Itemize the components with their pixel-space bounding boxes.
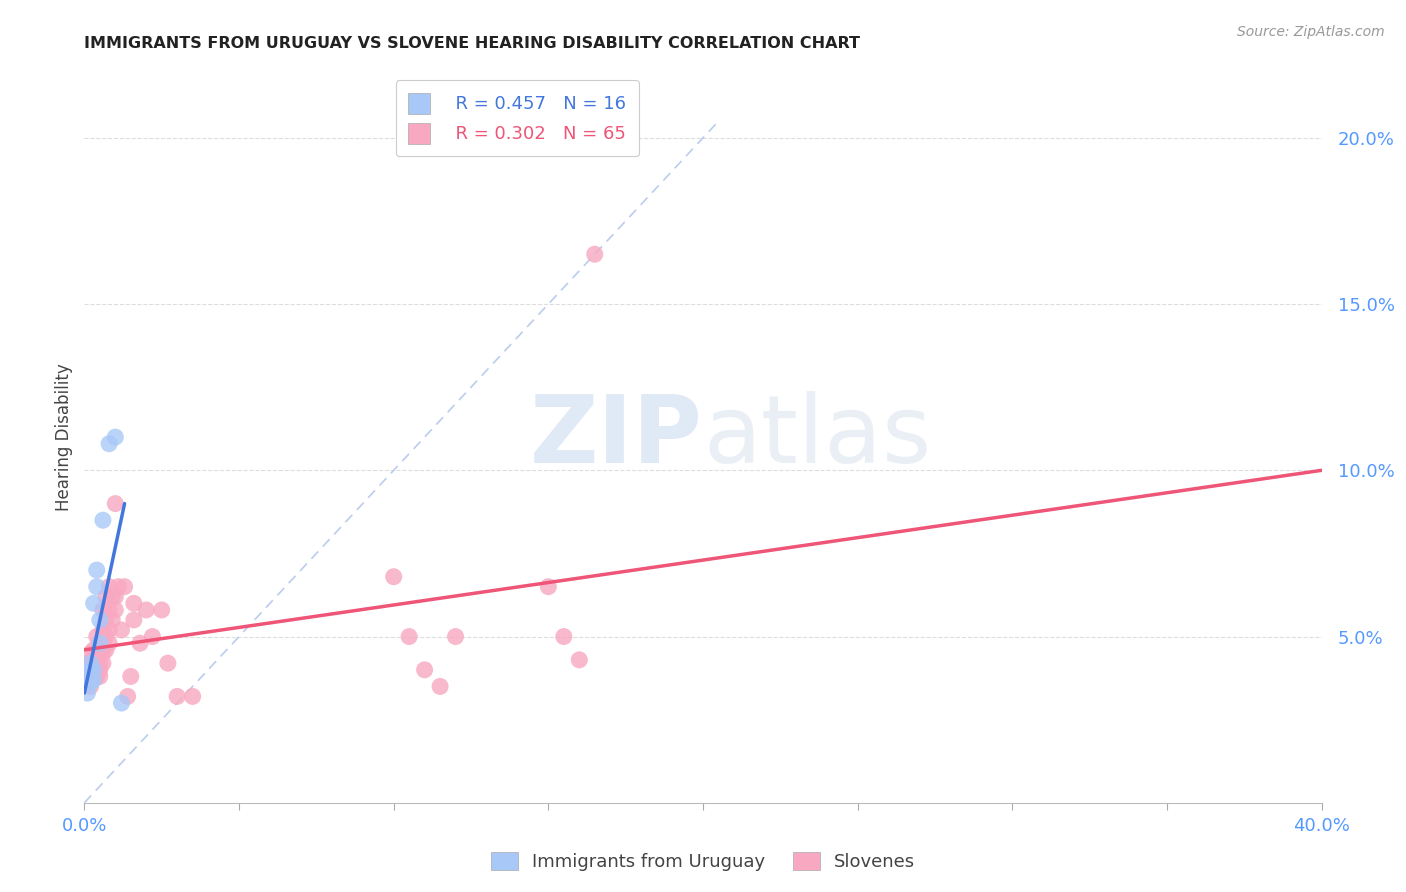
Point (94, 590, 117, 604)
Point (86, 656, 108, 670)
Point (83, 669, 105, 683)
Point (86, 669, 108, 683)
Point (79, 680, 101, 694)
Point (398, 630, 420, 644)
Y-axis label: Hearing Disability: Hearing Disability (55, 363, 73, 511)
Point (181, 690, 204, 704)
Point (91, 656, 114, 670)
Point (583, 247, 606, 261)
Point (120, 669, 142, 683)
Point (89, 669, 111, 683)
Point (76, 663, 98, 677)
Point (98, 623, 121, 637)
Point (79, 663, 101, 677)
Point (89, 613, 111, 627)
Point (89, 636, 111, 650)
Point (91, 636, 114, 650)
Point (79, 669, 101, 683)
Point (413, 663, 436, 677)
Point (91, 623, 114, 637)
Point (76, 669, 98, 683)
Point (98, 603, 121, 617)
Point (166, 690, 188, 704)
Point (568, 653, 591, 667)
Point (89, 656, 111, 670)
Point (122, 613, 145, 627)
Point (83, 663, 105, 677)
Text: atlas: atlas (703, 391, 931, 483)
Point (129, 636, 152, 650)
Point (76, 686, 98, 700)
Point (156, 656, 179, 670)
Point (110, 623, 132, 637)
Point (86, 630, 108, 644)
Point (94, 643, 117, 657)
Point (83, 663, 105, 677)
Point (135, 603, 157, 617)
Point (91, 646, 114, 660)
Text: ZIP: ZIP (530, 391, 703, 483)
Point (79, 663, 101, 677)
Point (83, 673, 105, 687)
Text: IMMIGRANTS FROM URUGUAY VS SLOVENE HEARING DISABILITY CORRELATION CHART: IMMIGRANTS FROM URUGUAY VS SLOVENE HEARI… (84, 36, 860, 51)
Point (76, 669, 98, 683)
Point (101, 590, 124, 604)
Point (83, 653, 105, 667)
Point (553, 630, 575, 644)
Point (98, 436, 121, 450)
Point (150, 603, 173, 617)
Point (86, 563, 108, 577)
Point (141, 630, 163, 644)
Point (382, 570, 405, 584)
Point (104, 430, 127, 444)
Point (429, 680, 451, 694)
Point (122, 596, 145, 610)
Point (114, 580, 136, 594)
Point (101, 613, 124, 627)
Point (117, 690, 139, 704)
Point (104, 497, 127, 511)
Point (83, 659, 105, 673)
Point (79, 656, 101, 670)
Point (94, 630, 117, 644)
Point (94, 613, 117, 627)
Point (104, 590, 127, 604)
Legend: Immigrants from Uruguay, Slovenes: Immigrants from Uruguay, Slovenes (484, 845, 922, 879)
Point (104, 603, 127, 617)
Point (86, 663, 108, 677)
Point (79, 656, 101, 670)
Point (83, 596, 105, 610)
Point (107, 580, 129, 594)
Point (86, 646, 108, 660)
Point (98, 580, 121, 594)
Point (89, 663, 111, 677)
Point (98, 636, 121, 650)
Point (86, 580, 108, 594)
Point (537, 580, 560, 594)
Point (89, 636, 111, 650)
Point (91, 513, 114, 527)
Point (444, 630, 467, 644)
Point (89, 646, 111, 660)
Point (79, 676, 101, 690)
Point (83, 643, 105, 657)
Point (76, 656, 98, 670)
Point (79, 646, 101, 660)
Point (76, 676, 98, 690)
Point (91, 603, 114, 617)
Point (110, 696, 132, 710)
Legend:   R = 0.457   N = 16,   R = 0.302   N = 65: R = 0.457 N = 16, R = 0.302 N = 65 (395, 80, 640, 156)
Text: Source: ZipAtlas.com: Source: ZipAtlas.com (1237, 25, 1385, 39)
